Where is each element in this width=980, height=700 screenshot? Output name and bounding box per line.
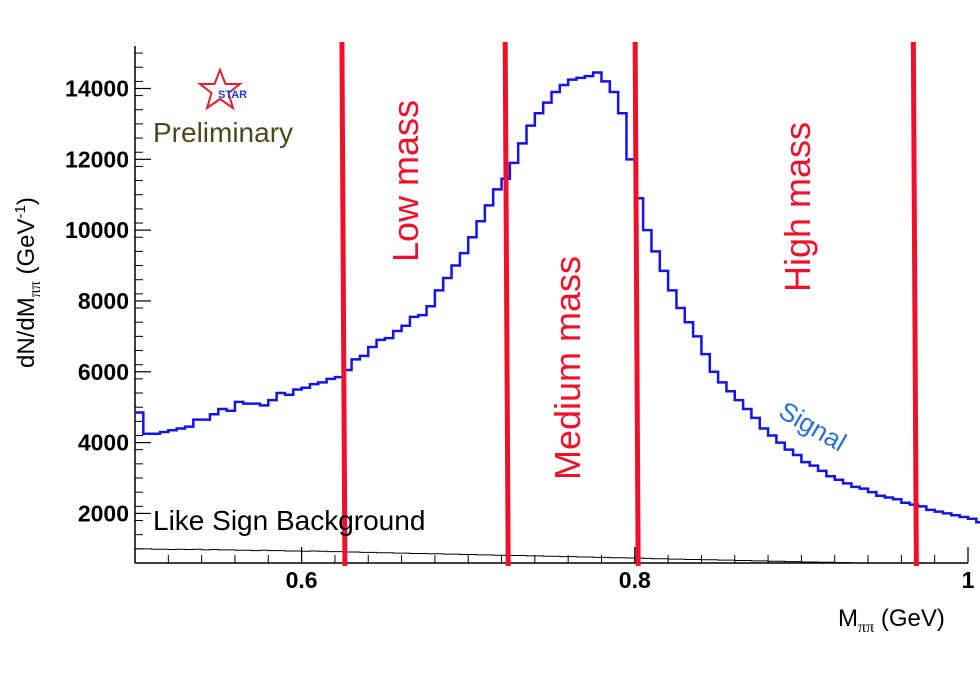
x-tick-label: 0.8	[619, 567, 651, 593]
y-tick-label: 12000	[65, 146, 129, 172]
x-axis-title: Mππ (GeV)	[838, 605, 945, 636]
star-logo: STAR	[197, 67, 247, 111]
y-tick-label: 6000	[78, 359, 129, 385]
x-tick-label: 1	[962, 567, 975, 593]
region-label-low-mass: Low mass	[385, 100, 426, 262]
y-tick-label: 2000	[78, 500, 129, 526]
y-tick-label: 14000	[65, 75, 129, 101]
region-boundary-line	[632, 41, 641, 567]
background-series-line	[135, 548, 968, 564]
y-tick-label: 4000	[78, 430, 129, 456]
star-logo-text: STAR	[218, 89, 247, 101]
region-label-medium-mass: Medium mass	[547, 256, 588, 480]
y-axis-ticks: 2000 4000 6000 8000 10000 12000 14000	[65, 52, 151, 550]
region-boundary-line	[339, 41, 348, 567]
background-label: Like Sign Background	[153, 505, 425, 536]
star-icon	[197, 67, 243, 111]
x-tick-label: 0.6	[286, 567, 318, 593]
region-lines	[339, 41, 919, 567]
plot-frame	[134, 46, 968, 564]
region-boundary-line	[502, 41, 511, 567]
y-axis-title: dN/dMππ (GeV-1)	[12, 197, 44, 368]
y-tick-label: 8000	[78, 288, 129, 314]
y-tick-label: 10000	[65, 217, 129, 243]
preliminary-label: Preliminary	[153, 117, 293, 148]
region-label-high-mass: High mass	[777, 122, 818, 292]
x-axis-ticks: 0.6 0.8 1	[134, 547, 975, 593]
region-boundary-line	[910, 41, 919, 567]
